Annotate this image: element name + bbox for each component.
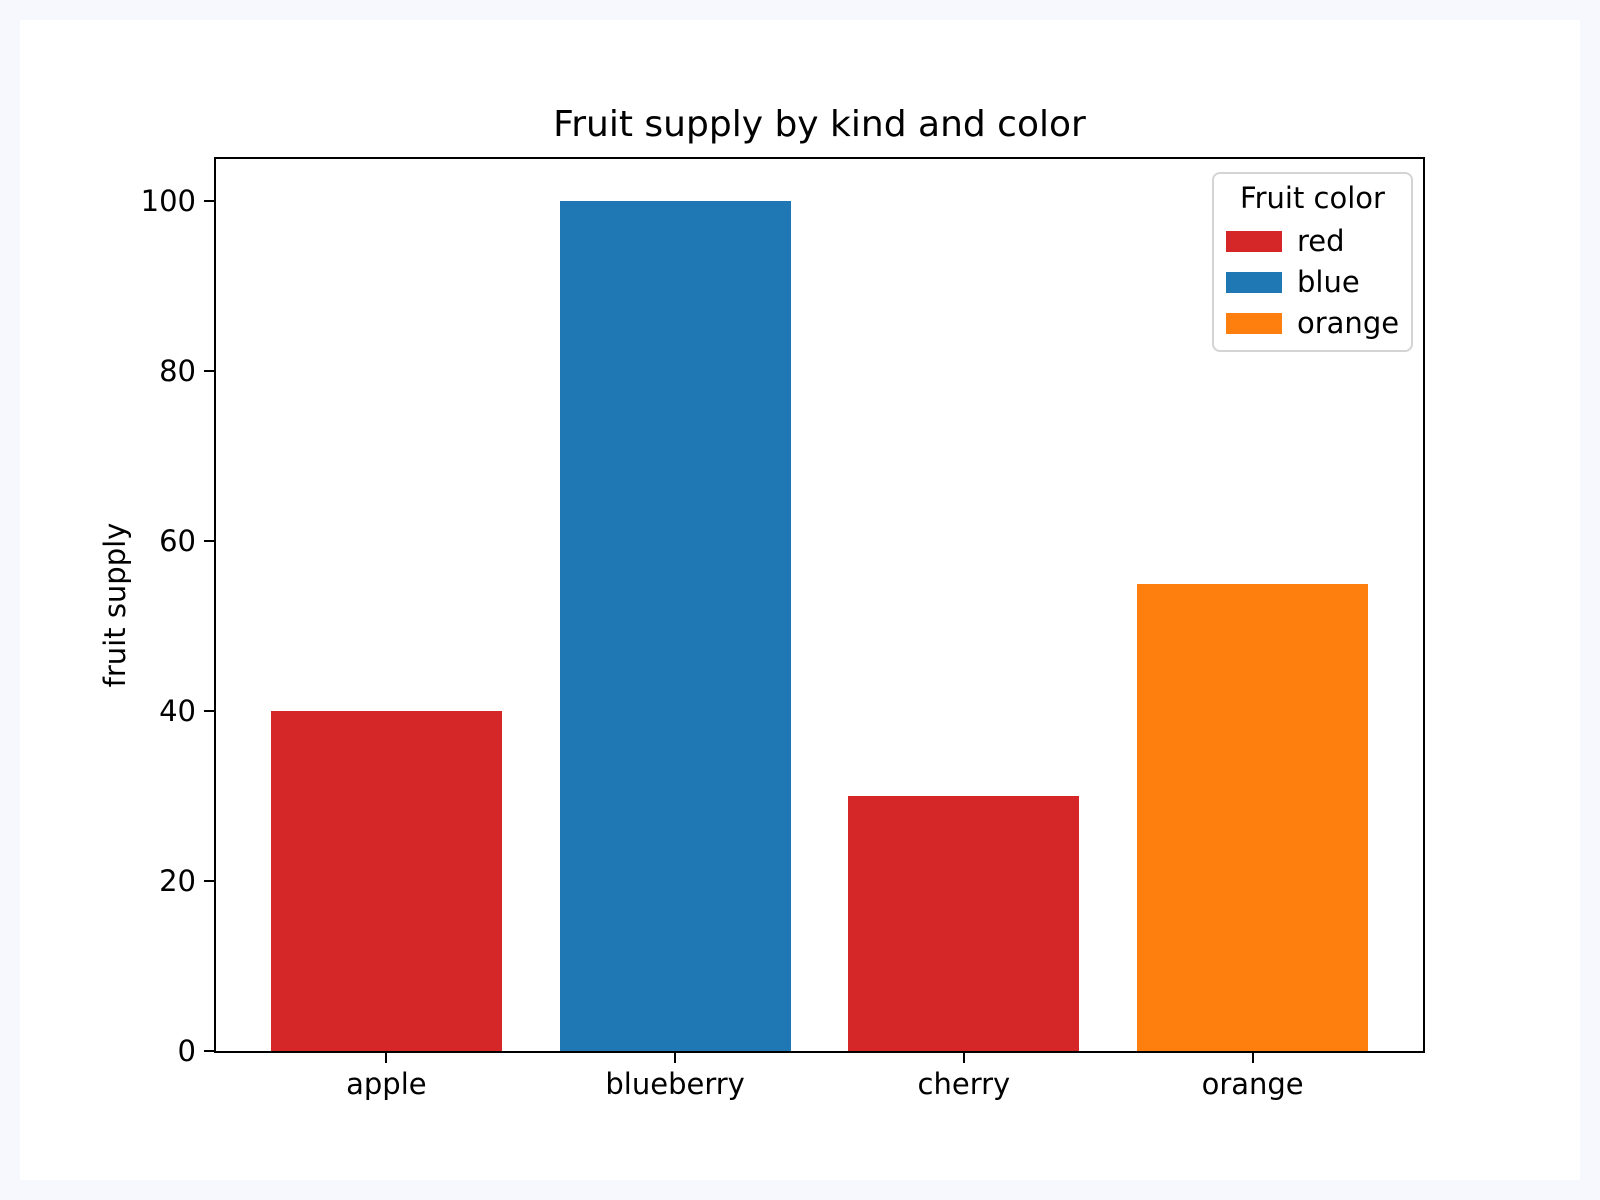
legend-label-blue: blue	[1297, 265, 1360, 299]
x-tick-mark-orange	[1251, 1053, 1254, 1063]
plot-area: Fruit color red blue orange	[214, 157, 1425, 1053]
legend-entries: red blue orange	[1226, 224, 1399, 340]
y-tick-mark-40	[204, 710, 214, 713]
legend-entry-blue: blue	[1226, 265, 1399, 299]
y-tick-mark-0	[204, 1050, 214, 1052]
x-tick-mark-cherry	[962, 1053, 965, 1063]
y-tick-mark-60	[204, 540, 214, 543]
y-tick-mark-100	[204, 200, 214, 203]
legend-title: Fruit color	[1240, 181, 1385, 215]
x-tick-mark-apple	[385, 1053, 388, 1063]
bar-blueberry	[559, 201, 791, 1051]
y-tick-mark-20	[204, 880, 214, 883]
bar-orange	[1137, 583, 1369, 1051]
y-tick-label-20: 20	[159, 864, 196, 899]
x-tick-mark-blueberry	[674, 1053, 677, 1063]
legend-swatch-red	[1226, 230, 1282, 252]
y-tick-label-100: 100	[140, 184, 196, 219]
legend-swatch-blue	[1226, 271, 1282, 293]
legend-entry-orange: orange	[1226, 306, 1399, 340]
y-tick-label-60: 60	[159, 524, 196, 559]
legend-swatch-orange	[1226, 312, 1282, 334]
legend: Fruit color red blue orange	[1212, 172, 1413, 352]
x-tick-label-apple: apple	[346, 1067, 427, 1101]
bar-apple	[270, 711, 502, 1051]
x-tick-label-blueberry: blueberry	[605, 1067, 745, 1101]
legend-label-orange: orange	[1297, 306, 1400, 340]
chart-title: Fruit supply by kind and color	[553, 104, 1086, 145]
x-tick-label-orange: orange	[1201, 1067, 1304, 1101]
legend-entry-red: red	[1226, 224, 1399, 258]
y-tick-label-80: 80	[159, 354, 196, 389]
figure: Fruit supply by kind and color fruit sup…	[20, 20, 1580, 1180]
y-tick-mark-80	[204, 370, 214, 373]
y-tick-label-40: 40	[159, 694, 196, 729]
x-tick-label-cherry: cherry	[917, 1067, 1011, 1101]
legend-label-red: red	[1297, 224, 1345, 258]
bar-cherry	[848, 796, 1080, 1051]
y-tick-label-0: 0	[177, 1034, 196, 1068]
